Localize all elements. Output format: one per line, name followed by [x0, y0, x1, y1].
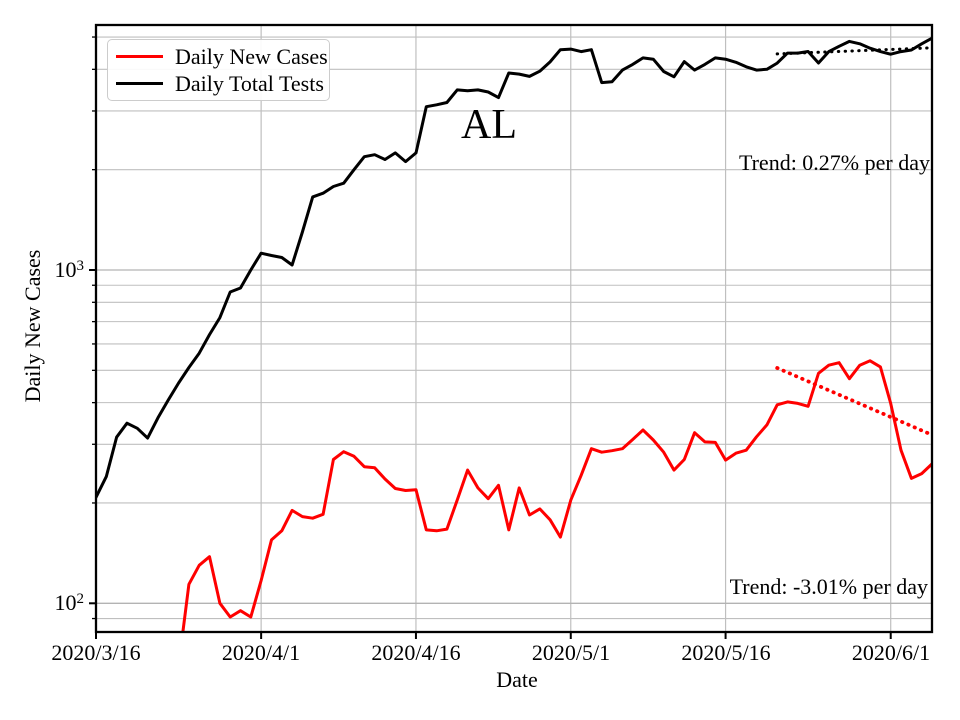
legend-label: Daily New Cases — [175, 43, 328, 69]
x-axis-tick-label: 2020/5/1 — [531, 640, 611, 665]
trend-dotted-line — [775, 366, 932, 437]
tick-exponent: 3 — [76, 258, 85, 274]
x-axis-tick-label: 2020/4/1 — [221, 640, 301, 665]
trend-annotation-cases: Trend: -3.01% per day — [729, 574, 928, 599]
x-axis-tick-label: 2020/6/1 — [851, 640, 931, 665]
legend-line-swatch-red — [116, 54, 163, 59]
tick-exponent: 2 — [76, 591, 85, 607]
legend-item-daily-new-cases: Daily New Cases — [116, 43, 328, 70]
x-axis-tick-label: 2020/3/16 — [51, 640, 141, 665]
line-daily-new-cases — [181, 359, 932, 632]
tick-base: 10 — [54, 257, 77, 282]
legend-line-swatch-black — [116, 81, 163, 86]
x-axis-tick-label: 2020/4/16 — [371, 640, 461, 665]
legend-item-daily-total-tests: Daily Total Tests — [116, 70, 324, 97]
gridlines — [95, 25, 932, 632]
x-axis-label: Date — [496, 667, 538, 692]
trend-annotation-tests: Trend: 0.27% per day — [738, 150, 930, 175]
y-axis-tick-label-1000: 103 — [14, 257, 85, 282]
chart-title: AL — [461, 102, 517, 148]
y-axis-tick-label-100: 102 — [14, 590, 85, 615]
y-axis-label: Daily New Cases — [20, 249, 45, 403]
legend: Daily New Cases Daily Total Tests — [107, 39, 330, 101]
trend-dotted-line — [775, 46, 932, 56]
tick-base: 10 — [54, 590, 77, 615]
axis-ticks — [89, 36, 892, 639]
x-axis-tick-label: 2020/5/16 — [681, 640, 771, 665]
series-lines — [96, 36, 932, 632]
plot-border — [94, 23, 934, 634]
legend-label: Daily Total Tests — [175, 70, 324, 96]
